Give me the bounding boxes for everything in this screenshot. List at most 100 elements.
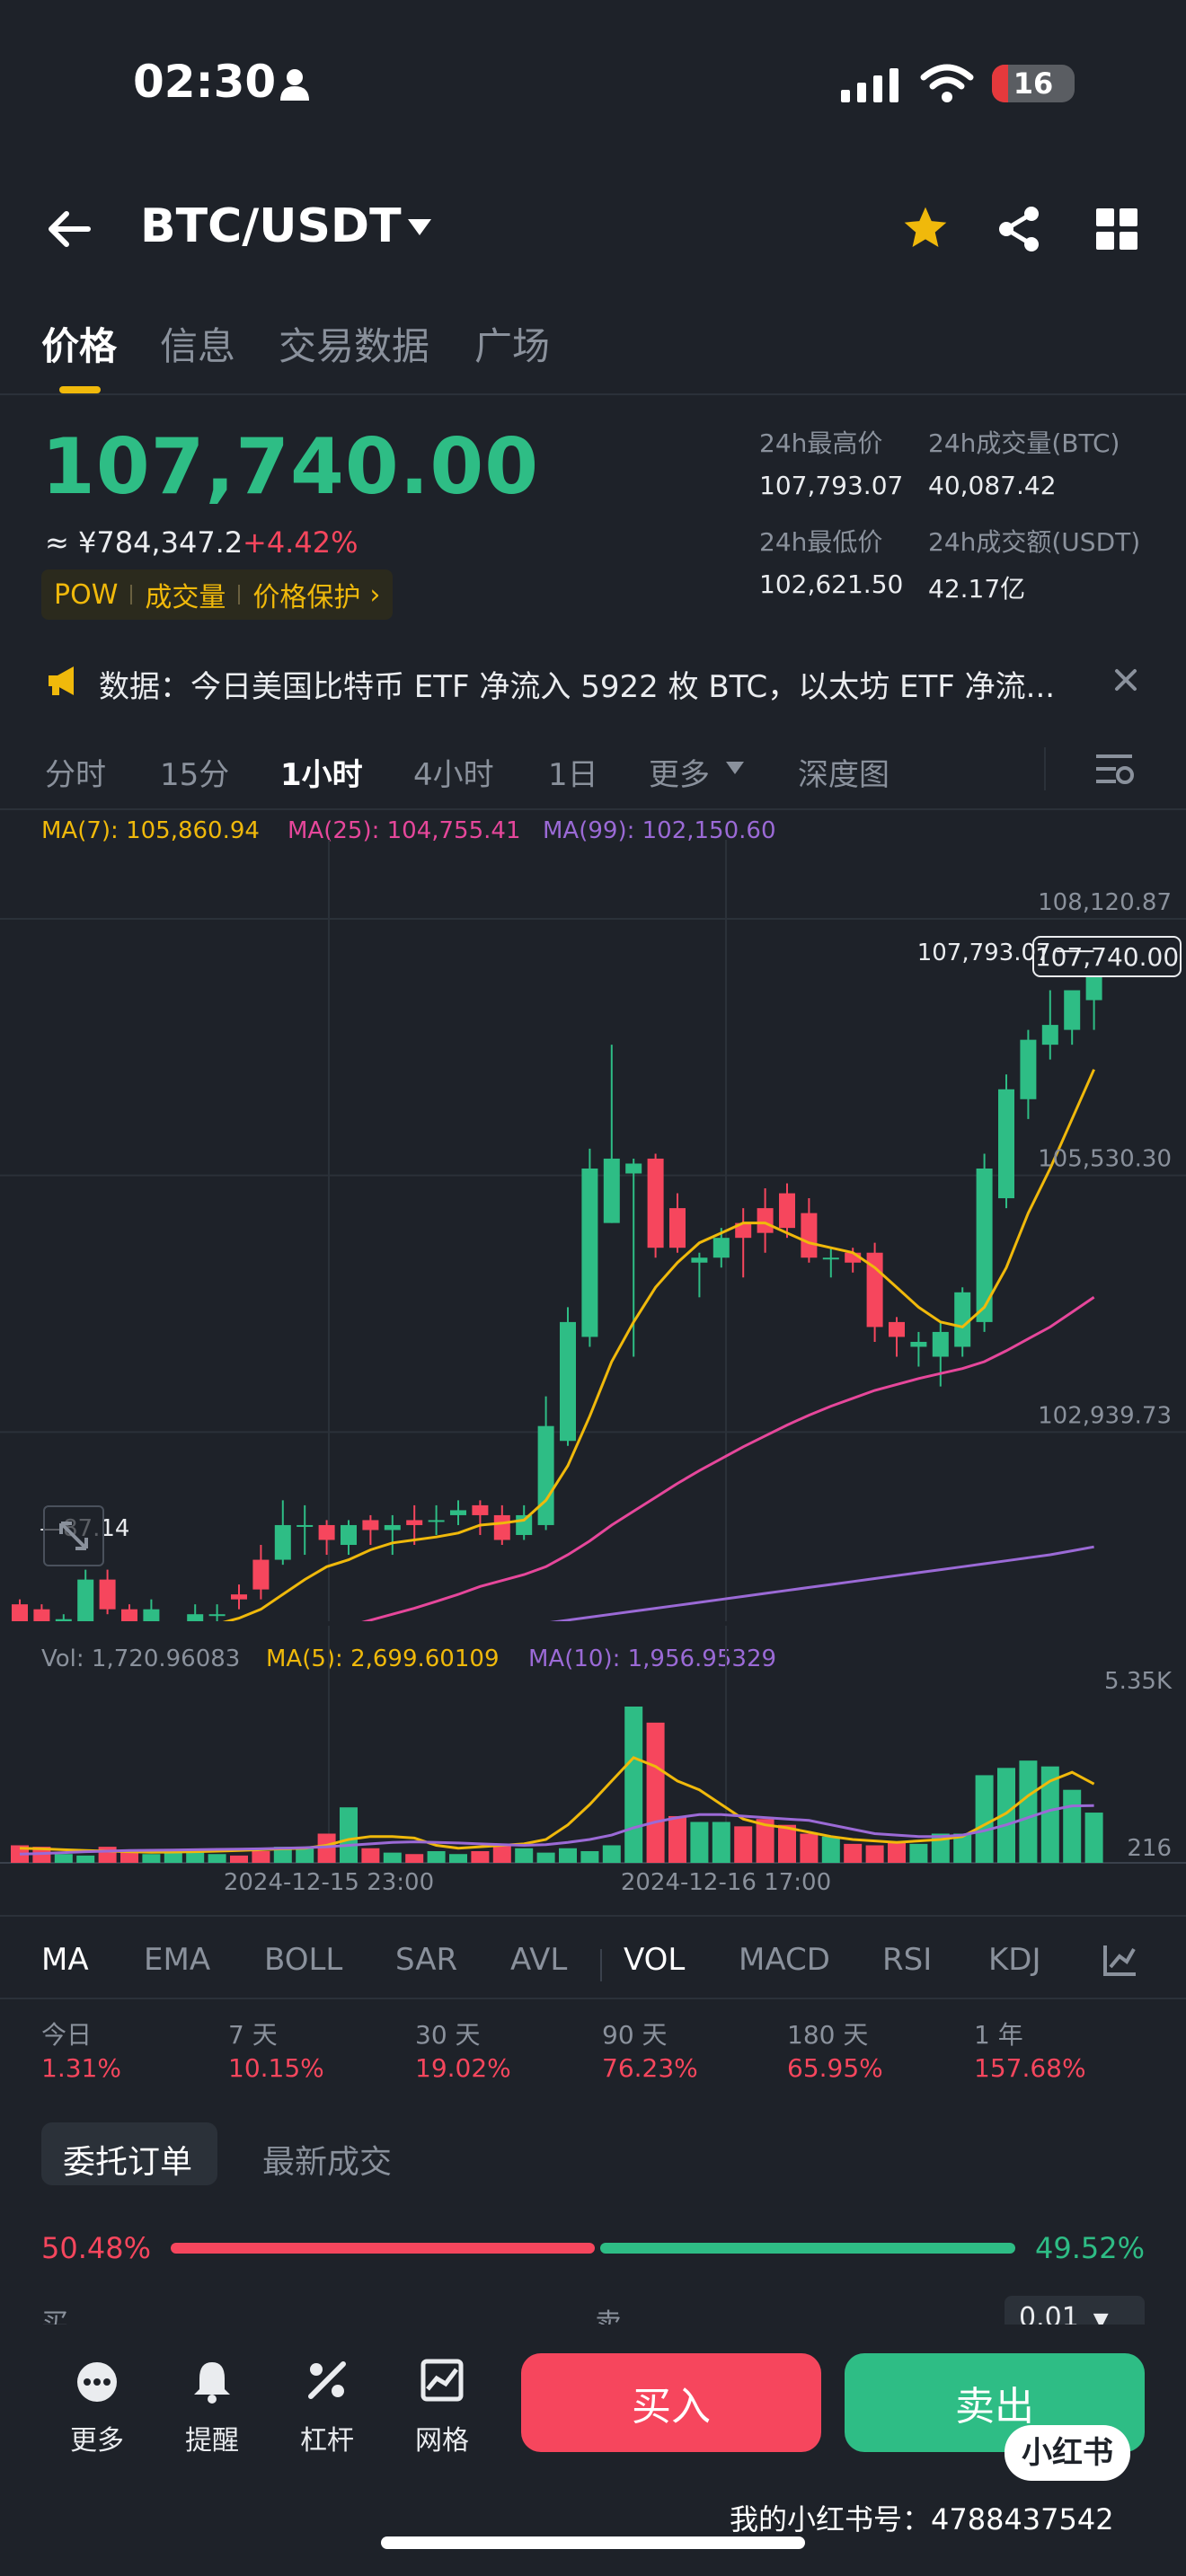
- tab-price[interactable]: 价格: [41, 324, 118, 368]
- interval-1h[interactable]: 1小时: [280, 757, 363, 793]
- candle-body: [757, 1208, 774, 1233]
- fullscreen-button[interactable]: [43, 1505, 104, 1566]
- indicator-ma[interactable]: MA: [41, 1942, 89, 1978]
- tab-info[interactable]: 信息: [160, 324, 236, 368]
- indicator-sar[interactable]: SAR: [395, 1942, 458, 1978]
- candle-body: [187, 1614, 204, 1621]
- tab-order-book[interactable]: 委托订单: [63, 2144, 193, 2181]
- volume-bar: [559, 1848, 577, 1863]
- close-icon[interactable]: [1114, 668, 1137, 692]
- candle-body: [976, 1168, 993, 1322]
- candle-body: [581, 1168, 598, 1337]
- tag-volume[interactable]: 成交量: [145, 582, 226, 613]
- buy-button[interactable]: 买入: [521, 2353, 821, 2452]
- candle-body: [516, 1514, 533, 1535]
- tag-pow[interactable]: POW: [54, 578, 119, 611]
- vol_ma5-line: [19, 1756, 1095, 1854]
- candle-body: [889, 1321, 905, 1337]
- volume-bar: [317, 1833, 336, 1863]
- nav-more[interactable]: 更多: [70, 2425, 124, 2457]
- indicator-settings-icon[interactable]: [1102, 1944, 1137, 1978]
- candle-body: [362, 1520, 379, 1531]
- indicator-vol[interactable]: VOL: [624, 1942, 686, 1978]
- candle-body: [274, 1524, 291, 1560]
- back-arrow-icon[interactable]: [45, 205, 93, 253]
- news-ticker[interactable]: 数据：今日美国比特币 ETF 净流入 5922 枚 BTC，以太坊 ETF 净流…: [99, 669, 1056, 705]
- depth-chart-tab[interactable]: 深度图: [798, 757, 890, 793]
- perf-30d-value: 19.02%: [415, 2053, 511, 2083]
- interval-line[interactable]: 分时: [45, 757, 106, 793]
- candle-body: [318, 1524, 335, 1540]
- volume-bar: [164, 1850, 182, 1863]
- volume-bar: [800, 1833, 819, 1863]
- tag-price-protection[interactable]: 价格保护: [252, 582, 361, 613]
- volume-bar: [734, 1826, 753, 1863]
- interval-4h[interactable]: 4小时: [413, 757, 494, 793]
- volume-bar: [602, 1845, 621, 1863]
- wifi-icon: [920, 64, 974, 102]
- volume-bar: [186, 1852, 205, 1863]
- volume-bar: [515, 1848, 534, 1863]
- candle-body: [560, 1321, 576, 1442]
- chevron-down-icon[interactable]: [406, 216, 433, 239]
- tab-trading-data[interactable]: 交易数据: [279, 324, 430, 368]
- indicator-kdj[interactable]: KDJ: [988, 1942, 1041, 1978]
- grid-menu-icon[interactable]: [1094, 207, 1139, 251]
- pair-title[interactable]: BTC/USDT: [140, 199, 402, 253]
- volume-bar: [778, 1824, 796, 1863]
- ma7-line: [222, 1069, 1095, 1621]
- candle-body: [779, 1193, 795, 1229]
- price-cny: ≈ ¥784,347.2: [45, 525, 243, 560]
- perf-today-label: 今日: [41, 2020, 93, 2050]
- last-price-label: 107,740.00: [1035, 942, 1179, 972]
- perf-90d-value: 76.23%: [602, 2053, 698, 2083]
- grid-bot-icon[interactable]: [420, 2359, 464, 2402]
- nav-leverage[interactable]: 杠杆: [300, 2425, 354, 2457]
- bell-icon[interactable]: [190, 2359, 234, 2404]
- volume-bar: [273, 1847, 292, 1863]
- nav-grid[interactable]: 网格: [415, 2425, 469, 2457]
- volume-bar: [405, 1854, 424, 1863]
- share-icon[interactable]: [996, 205, 1044, 253]
- candle-body: [822, 1257, 839, 1260]
- y-tick-label: 105,530.30: [1038, 1146, 1172, 1173]
- indicator-macd[interactable]: MACD: [739, 1942, 830, 1978]
- indicator-avl[interactable]: AVL: [510, 1942, 568, 1978]
- indicator-rsi[interactable]: RSI: [882, 1942, 933, 1978]
- volume-bar: [821, 1836, 840, 1863]
- watermark-badge: 小红书: [1005, 2425, 1130, 2481]
- volume-bar: [120, 1852, 138, 1863]
- perf-7d-value: 10.15%: [228, 2053, 324, 2083]
- tag-chips[interactable]: POW 成交量 价格保护 ›: [41, 569, 394, 620]
- candlestick-chart[interactable]: 108,120.87105,530.30102,939.73100,349.16…: [0, 804, 1186, 1621]
- candle-body: [450, 1510, 466, 1515]
- candle-body: [99, 1579, 116, 1610]
- more-icon[interactable]: [75, 2360, 119, 2404]
- candle-body: [428, 1520, 445, 1522]
- buy-ratio: 50.48%: [41, 2231, 152, 2265]
- y-tick-label: 102,939.73: [1038, 1402, 1172, 1429]
- volume-bar: [340, 1807, 358, 1863]
- chart-settings-icon[interactable]: [1094, 751, 1134, 787]
- leverage-icon[interactable]: [305, 2359, 349, 2402]
- sell-ratio-bar: [600, 2243, 1015, 2254]
- buy-ratio-bar: [171, 2243, 595, 2254]
- chevron-right-icon: ›: [369, 578, 381, 611]
- volume-bar: [296, 1848, 314, 1863]
- indicator-boll[interactable]: BOLL: [264, 1942, 343, 1978]
- tab-recent-trades[interactable]: 最新成交: [262, 2144, 393, 2181]
- tab-square[interactable]: 广场: [474, 324, 551, 368]
- perf-1y-label: 1 年: [974, 2020, 1023, 2050]
- nav-alert[interactable]: 提醒: [185, 2425, 239, 2457]
- volume-bar: [1040, 1766, 1059, 1863]
- tab-order-book-bg: [41, 2122, 217, 2185]
- favorite-star-icon[interactable]: [900, 203, 951, 253]
- candle-body: [603, 1158, 620, 1223]
- interval-1d[interactable]: 1日: [548, 757, 598, 793]
- interval-more[interactable]: 更多: [649, 757, 710, 793]
- volume-bar: [383, 1852, 402, 1863]
- volume-bar: [1019, 1760, 1038, 1863]
- perf-90d-label: 90 天: [602, 2020, 668, 2050]
- interval-15m[interactable]: 15分: [160, 757, 230, 793]
- indicator-ema[interactable]: EMA: [144, 1942, 211, 1978]
